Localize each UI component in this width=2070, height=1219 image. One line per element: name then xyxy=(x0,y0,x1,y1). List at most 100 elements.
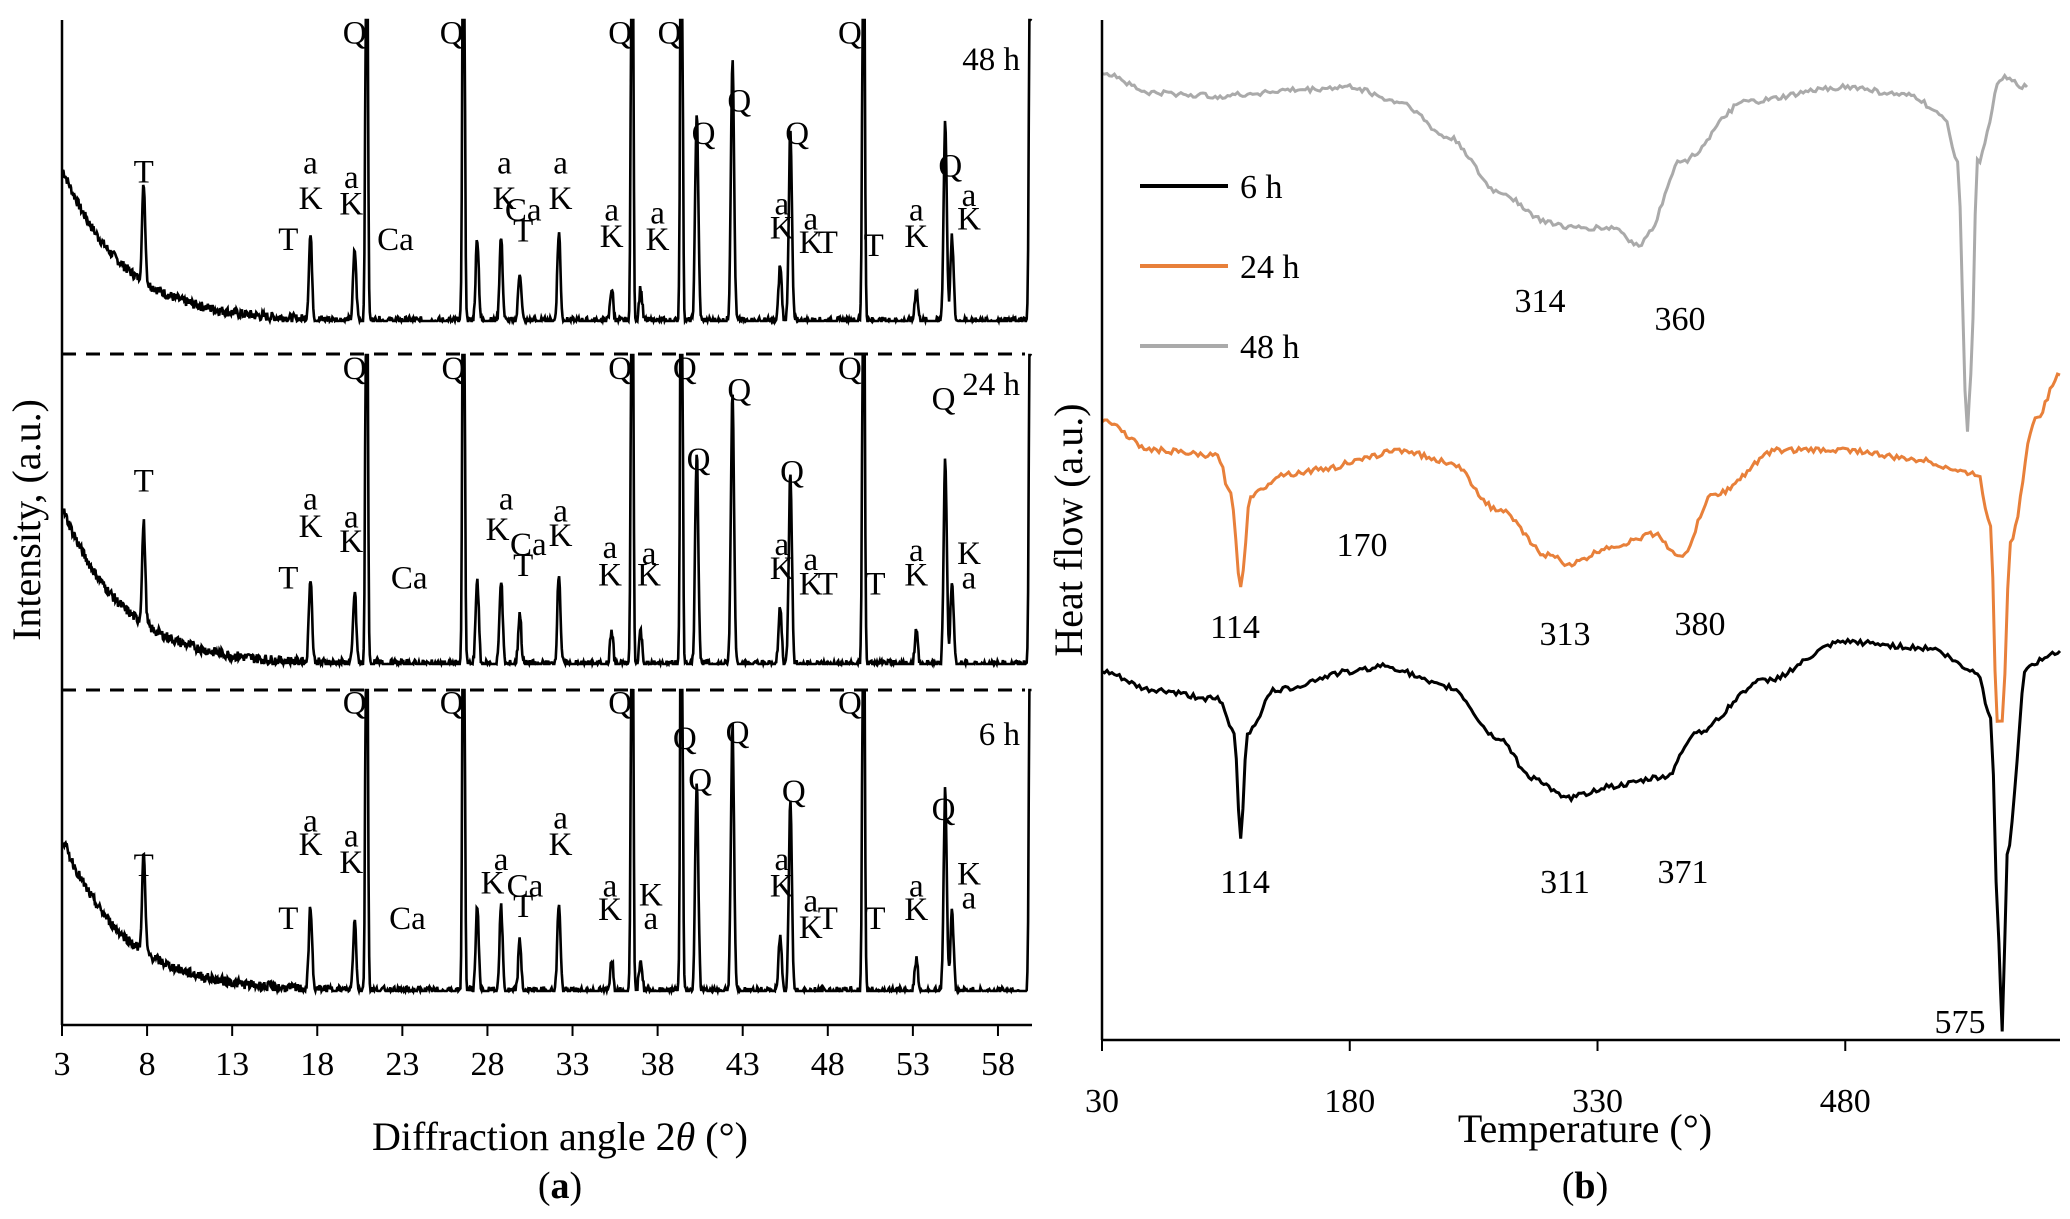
xrd-peak-label: K xyxy=(339,187,363,223)
xrd-peak-label: a xyxy=(603,530,618,566)
xrd-peak-label: Q xyxy=(688,762,712,798)
xrd-peak-label: Ca xyxy=(510,527,547,563)
xrd-x-tick-label: 43 xyxy=(726,1046,760,1083)
xrd-peak-label: K xyxy=(299,181,323,217)
xrd-x-tick-label: 8 xyxy=(139,1046,156,1083)
panel-b-caption: (b) xyxy=(1562,1165,1608,1207)
dsc-curve-24h xyxy=(1101,372,2061,723)
dsc-annot-24h-313: 313 xyxy=(1540,616,1591,653)
xrd-x-axis-label-prefix: Diffraction angle 2 xyxy=(372,1114,676,1159)
xrd-peak-label: a xyxy=(962,560,977,596)
xrd-peak-label: Q xyxy=(782,774,806,810)
dsc-curve-48h xyxy=(1101,71,2029,432)
xrd-peak-label: T xyxy=(864,228,884,264)
xrd-peak-label: T xyxy=(134,463,154,499)
xrd-peak-label: Q xyxy=(838,351,862,387)
xrd-curve-48h xyxy=(61,18,1033,327)
xrd-x-tick-label: 13 xyxy=(215,1046,249,1083)
legend-label-6h: 6 h xyxy=(1240,169,1283,206)
xrd-peak-label: T xyxy=(134,154,154,190)
xrd-x-tick-label: 3 xyxy=(54,1046,71,1083)
xrd-x-ticks: 3 8 13 18 23 28 33 38 43 48 53 58 xyxy=(54,1025,1015,1083)
xrd-peak-label: K xyxy=(486,512,510,548)
dsc-y-axis-label: Heat flow (a.u.) xyxy=(1046,403,1091,656)
dsc-x-tick-label: 330 xyxy=(1572,1083,1623,1120)
xrd-peak-label: Q xyxy=(440,686,464,722)
xrd-x-tick-label: 53 xyxy=(896,1046,930,1083)
xrd-x-axis-label-suffix: (°) xyxy=(695,1114,748,1159)
xrd-peak-label: Q xyxy=(608,351,632,387)
xrd-peak-label: K xyxy=(957,201,981,237)
xrd-peak-label: Q xyxy=(673,351,697,387)
xrd-x-tick-label: 23 xyxy=(385,1046,419,1083)
dsc-x-axis-label: Temperature (°) xyxy=(1458,1106,1712,1151)
xrd-curves xyxy=(61,18,1033,997)
xrd-peak-label: T xyxy=(865,566,885,602)
xrd-x-tick-label: 48 xyxy=(811,1046,845,1083)
xrd-peak-label: a xyxy=(303,804,318,840)
xrd-peak-label: K xyxy=(493,181,517,217)
dsc-curve-6h xyxy=(1101,637,2062,1032)
dsc-annot-24h-170: 170 xyxy=(1337,527,1388,564)
xrd-peak-label: K xyxy=(600,219,624,255)
panel-a-caption-letter: a xyxy=(551,1165,570,1207)
xrd-peak-label: a xyxy=(803,542,818,578)
xrd-peak-label: K xyxy=(770,210,794,246)
xrd-x-tick-label: 28 xyxy=(470,1046,504,1083)
xrd-peak-label: Q xyxy=(687,442,711,478)
dsc-annot-6h-371: 371 xyxy=(1658,854,1709,891)
dsc-curves xyxy=(1101,71,2062,1032)
xrd-peak-label: a xyxy=(553,494,568,530)
dsc-annot-24h-380: 380 xyxy=(1675,606,1726,643)
panel-b-caption-letter: b xyxy=(1574,1165,1595,1207)
xrd-peak-label: Ca xyxy=(391,560,428,596)
xrd-peak-label: a xyxy=(909,193,924,229)
xrd-peak-label: K xyxy=(598,892,622,928)
xrd-peak-label: Ca xyxy=(389,901,426,937)
xrd-peak-label: T xyxy=(513,889,533,925)
xrd-peak-label: K xyxy=(904,892,928,928)
xrd-peak-label: K xyxy=(904,219,928,255)
xrd-peak-label: Q xyxy=(608,686,632,722)
xrd-peak-label: K xyxy=(770,869,794,905)
xrd-peak-label: K xyxy=(549,181,573,217)
xrd-peak-label: Q xyxy=(608,16,632,52)
xrd-series-label-6h: 6 h xyxy=(979,717,1021,753)
panel-a-caption: (a) xyxy=(538,1165,582,1207)
xrd-peak-label: Q xyxy=(343,686,367,722)
xrd-peak-label: K xyxy=(646,222,670,258)
xrd-peak-label: Q xyxy=(673,721,697,757)
xrd-series-label-48h: 48 h xyxy=(962,42,1020,78)
xrd-x-tick-label: 18 xyxy=(300,1046,334,1083)
xrd-x-axis-label: Diffraction angle 2θ (°) xyxy=(372,1114,748,1159)
xrd-peak-label: K xyxy=(639,877,663,913)
xrd-peak-label: T xyxy=(134,848,154,884)
xrd-peak-label: K xyxy=(957,857,981,893)
xrd-peak-label: Q xyxy=(780,454,804,490)
xrd-series-label-24h: 24 h xyxy=(962,367,1020,403)
xrd-curve-24h xyxy=(61,353,1033,670)
xrd-peak-label: a xyxy=(642,536,657,572)
xrd-y-axis-label: Intensity, (a.u.) xyxy=(4,399,49,641)
xrd-peak-label: K xyxy=(299,509,323,545)
xrd-peak-label: K xyxy=(598,557,622,593)
xrd-x-axis-label-theta: θ xyxy=(676,1114,696,1159)
dsc-annot-48h-314: 314 xyxy=(1515,283,1566,320)
xrd-peak-label: Q xyxy=(343,16,367,52)
xrd-peak-label: a xyxy=(962,178,977,214)
xrd-peak-label: K xyxy=(299,827,323,863)
xrd-peak-label: a xyxy=(909,533,924,569)
xrd-peak-label: a xyxy=(499,482,514,518)
xrd-x-tick-label: 58 xyxy=(981,1046,1015,1083)
legend-label-48h: 48 h xyxy=(1240,329,1300,366)
xrd-peak-label: a xyxy=(553,145,568,181)
xrd-peak-label: K xyxy=(904,557,928,593)
xrd-peak-label: Q xyxy=(727,372,751,408)
xrd-peak-label: a xyxy=(650,196,665,232)
xrd-peak-label: K xyxy=(549,827,573,863)
xrd-peak-label: a xyxy=(774,842,789,878)
xrd-curve-6h xyxy=(61,688,1032,997)
